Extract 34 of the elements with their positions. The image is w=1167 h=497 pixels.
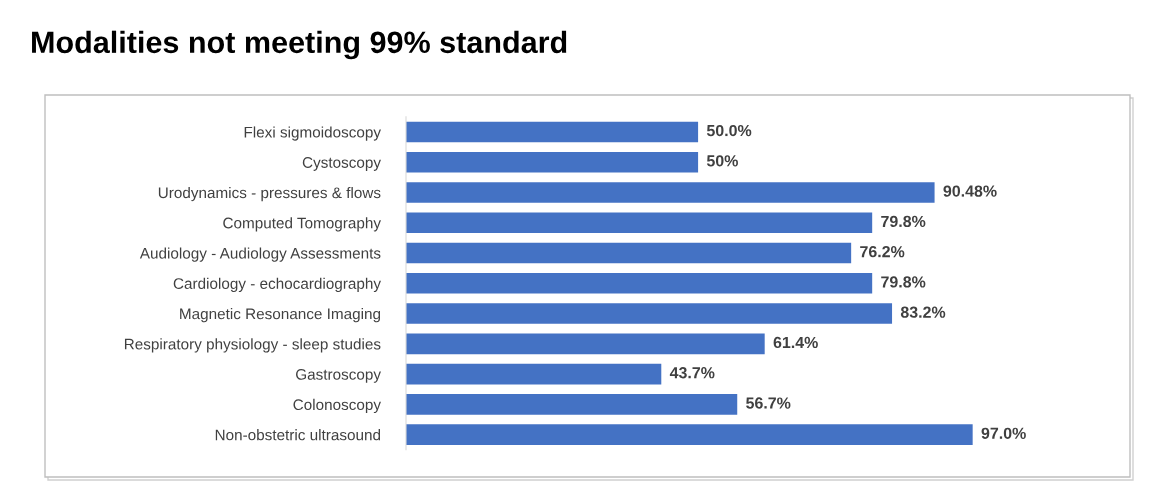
bar (406, 273, 873, 294)
y-tick-label: Respiratory physiology - sleep studies (124, 338, 381, 353)
y-tick-label: Gastroscopy (296, 368, 381, 383)
y-tick-label: Cardiology - echocardiography (173, 277, 381, 292)
bar (406, 151, 699, 173)
data-label: 79.8% (881, 215, 926, 228)
bar (406, 394, 738, 415)
data-label: 50.0% (706, 124, 752, 137)
bar (406, 182, 935, 203)
y-tick-label: Colonoscopy (293, 398, 381, 414)
data-label: 43.7% (669, 367, 715, 379)
bar (406, 363, 662, 385)
data-label: 79.8% (881, 276, 926, 288)
data-label: 50% (706, 155, 738, 167)
y-tick-label: Urodynamics - pressures & flows (158, 186, 381, 202)
data-label: 83.2% (900, 306, 946, 318)
bar (406, 212, 873, 234)
data-label: 61.4% (773, 336, 818, 349)
y-tick-label: Magnetic Resonance Imaging (180, 308, 381, 323)
y-tick-label: Non-obstetric ultrasound (215, 429, 381, 441)
data-label: 90.48% (943, 185, 997, 197)
bar (406, 333, 765, 355)
data-label: 97.0% (981, 427, 1026, 439)
bar (406, 303, 893, 324)
y-tick-label: Computed Tomography (223, 217, 381, 232)
y-tick-label: Cystoscopy (302, 157, 381, 171)
bar (406, 121, 699, 143)
data-label: 56.7% (746, 397, 791, 409)
bar (406, 424, 973, 445)
y-tick-label: Flexi sigmoidoscopy (244, 126, 381, 141)
y-tick-label: Audiology - Audiology Assessments (139, 247, 381, 262)
bar (406, 242, 852, 264)
chart-title: Modalities not meeting 99% standard (32, 30, 567, 60)
data-label: 76.2% (860, 246, 905, 258)
